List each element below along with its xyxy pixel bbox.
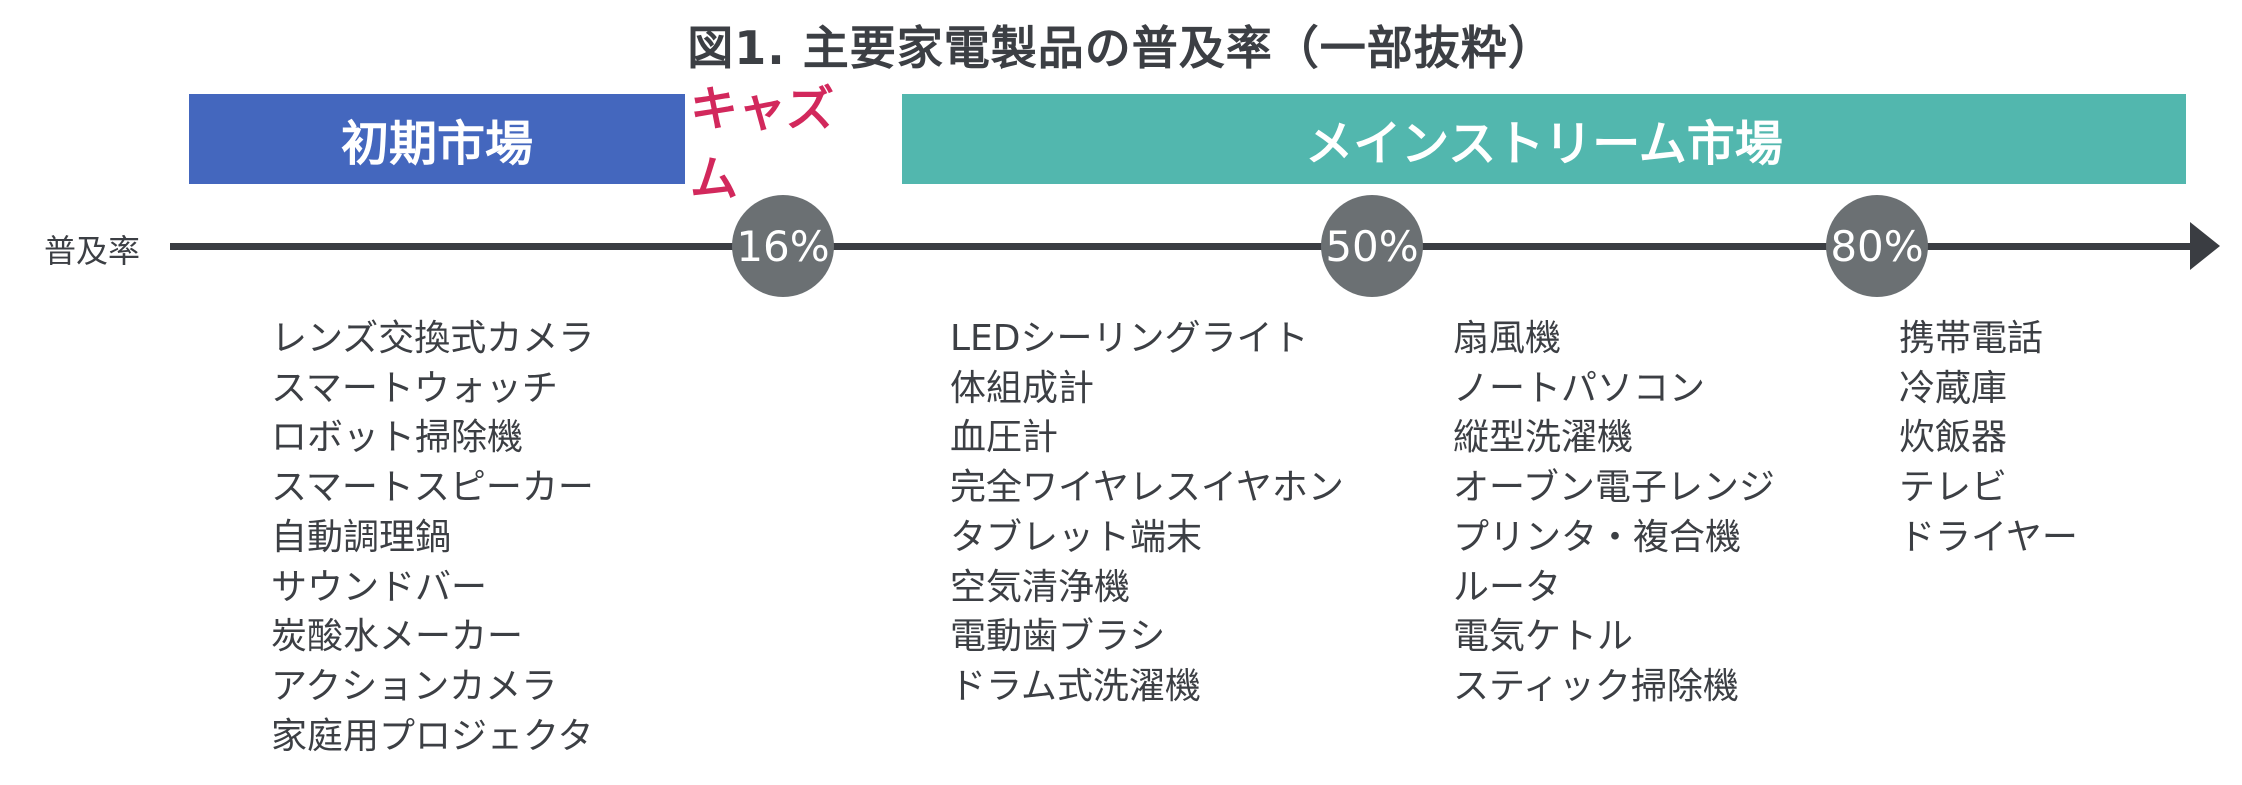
list-item: LEDシーリングライト bbox=[950, 318, 1309, 359]
list-item: ドラム式洗濯機 bbox=[950, 665, 1201, 707]
list-item: 炊飯器 bbox=[1899, 417, 2008, 459]
list-item: 携帯電話 bbox=[1899, 318, 2044, 359]
product-column-50-80: 扇風機 ノートパソコン 縦型洗濯機 オーブン電子レンジ プリンタ・複合機 ルータ… bbox=[1453, 314, 1775, 712]
mainstream-market-band: メインストリーム市場 bbox=[902, 94, 2186, 184]
marker-80-percent: 80% bbox=[1826, 195, 1928, 297]
product-column-16-50: LEDシーリングライト 体組成計 血圧計 完全ワイヤレスイヤホン タブレット端末… bbox=[950, 314, 1344, 712]
list-item: 炭酸水メーカー bbox=[271, 616, 524, 658]
diagram-title: 図1. 主要家電製品の普及率（一部抜粋） bbox=[687, 21, 1555, 75]
list-item: スマートウォッチ bbox=[271, 367, 558, 409]
list-item: オーブン電子レンジ bbox=[1453, 467, 1775, 509]
product-column-early: レンズ交換式カメラ スマートウォッチ ロボット掃除機 スマートスピーカー 自動調… bbox=[271, 314, 594, 761]
list-item: レンズ交換式カメラ bbox=[271, 318, 595, 359]
product-column-80-plus: 携帯電話 冷蔵庫 炊飯器 テレビ ドライヤー bbox=[1899, 314, 2078, 563]
list-item: 血圧計 bbox=[950, 417, 1059, 459]
axis-arrow-icon bbox=[2190, 222, 2220, 270]
list-item: 電動歯ブラシ bbox=[950, 616, 1166, 658]
list-item: 冷蔵庫 bbox=[1899, 367, 2008, 409]
list-item: ドライヤー bbox=[1899, 516, 2078, 558]
list-item: スティック掃除機 bbox=[1453, 665, 1739, 707]
list-item: 体組成計 bbox=[950, 367, 1095, 409]
marker-16-percent: 16% bbox=[732, 195, 834, 297]
list-item: サウンドバー bbox=[271, 566, 488, 608]
list-item: 完全ワイヤレスイヤホン bbox=[950, 467, 1344, 509]
marker-50-percent: 50% bbox=[1321, 195, 1423, 297]
list-item: 電気ケトル bbox=[1453, 616, 1634, 658]
list-item: ルータ bbox=[1453, 566, 1562, 608]
list-item: テレビ bbox=[1899, 467, 2008, 509]
list-item: 家庭用プロジェクタ bbox=[271, 715, 594, 757]
list-item: 扇風機 bbox=[1453, 318, 1562, 359]
axis-line bbox=[170, 243, 2200, 250]
list-item: 縦型洗濯機 bbox=[1453, 417, 1634, 459]
chasm-label: キャズム bbox=[690, 81, 835, 207]
early-market-band: 初期市場 bbox=[189, 94, 685, 184]
list-item: プリンタ・複合機 bbox=[1453, 516, 1742, 558]
list-item: 自動調理鍋 bbox=[271, 516, 452, 558]
list-item: ロボット掃除機 bbox=[271, 417, 524, 459]
list-item: ノートパソコン bbox=[1453, 367, 1706, 409]
list-item: 空気清浄機 bbox=[950, 566, 1131, 608]
axis-label: 普及率 bbox=[44, 232, 141, 270]
list-item: アクションカメラ bbox=[271, 665, 558, 707]
list-item: スマートスピーカー bbox=[271, 467, 594, 509]
list-item: タブレット端末 bbox=[950, 516, 1203, 558]
